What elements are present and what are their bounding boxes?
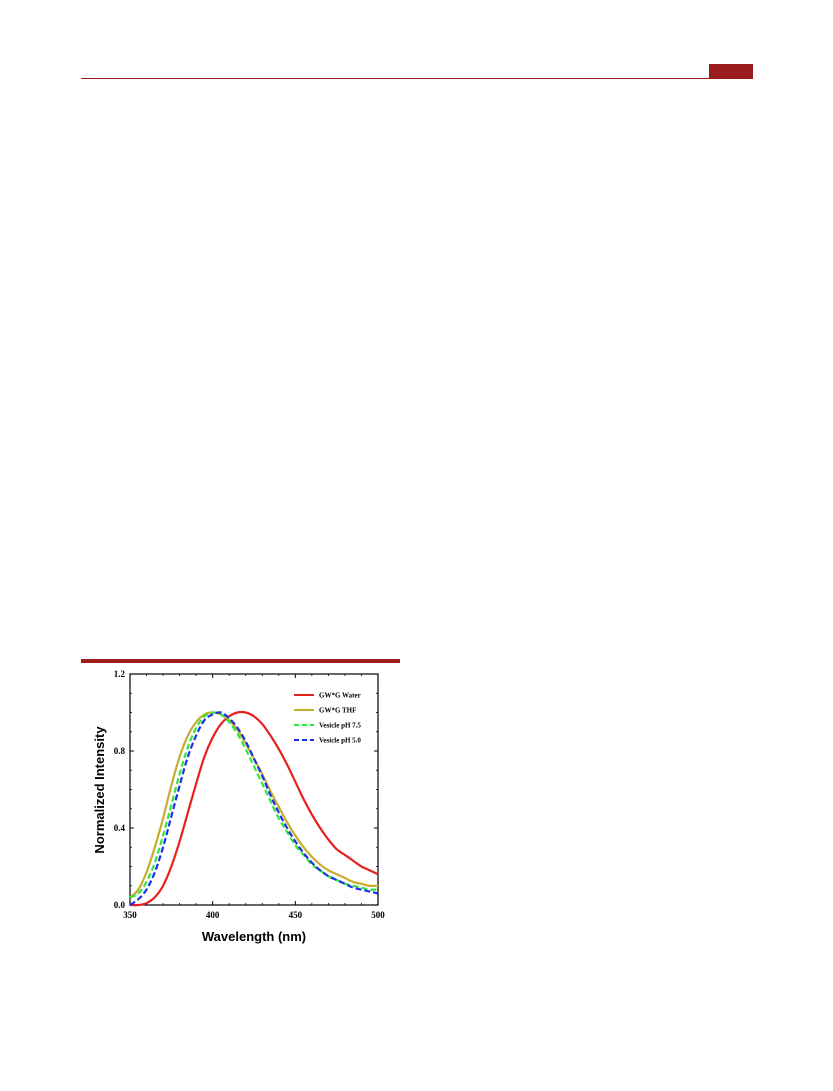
series-layer (129, 710, 379, 907)
y-tick-label: 0.8 (114, 746, 126, 756)
x-tick-label: 350 (123, 910, 137, 920)
x-axis-title: Wavelength (nm) (202, 929, 306, 944)
legend: GW*G Water GW*G THF Vesicle pH 7.5 Vesicle … (294, 692, 361, 745)
series-line-3 (129, 711, 379, 899)
legend-label: GW*G Water (319, 692, 361, 700)
figure-rule (81, 659, 400, 663)
x-tick-label: 400 (206, 910, 220, 920)
y-tick-label: 0.0 (114, 900, 126, 910)
y-axis-title: Normalized Intensity (92, 726, 107, 854)
legend-label: Vesicle pH 7.5 (319, 722, 361, 730)
legend-label: Vesicle pH 5.0 (319, 737, 361, 745)
axis-tick-labels: 350 400 450 500 0.0 0.4 0.8 1.2 (114, 669, 386, 920)
y-tick-label: 1.2 (114, 669, 126, 679)
y-tick-label: 0.4 (114, 823, 126, 833)
series-line-1 (129, 710, 379, 907)
axis-ticks (129, 673, 379, 906)
x-tick-label: 450 (289, 910, 303, 920)
legend-label: GW*G THF (319, 707, 356, 715)
series-line-4 (129, 711, 379, 906)
header-tab (709, 64, 753, 78)
x-tick-label: 500 (371, 910, 385, 920)
header-rule (81, 78, 753, 79)
